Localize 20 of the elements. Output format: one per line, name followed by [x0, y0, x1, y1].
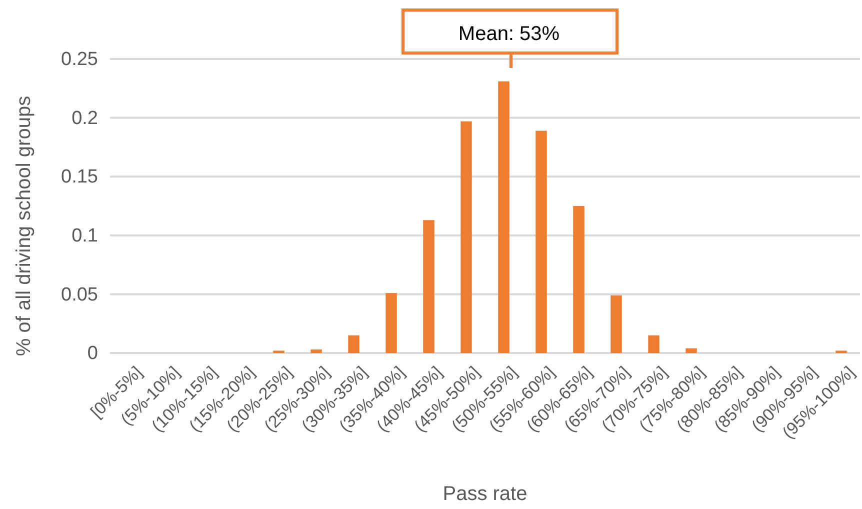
bar	[386, 293, 397, 353]
bar	[423, 220, 434, 353]
y-tick-label: 0.15	[61, 166, 98, 188]
bar	[348, 335, 360, 353]
bar	[536, 130, 547, 353]
x-axis-title: Pass rate	[442, 483, 528, 505]
y-tick-label: 0	[87, 343, 98, 364]
bar	[648, 335, 660, 353]
y-tick-label: 0.1	[72, 225, 98, 246]
bar	[498, 81, 510, 353]
y-tick-label: 0.25	[61, 49, 98, 70]
bar	[310, 349, 322, 353]
bar	[460, 121, 472, 353]
y-tick-label: 0.2	[72, 108, 98, 129]
bar	[686, 348, 697, 353]
text: Mean: 53%	[458, 23, 560, 45]
y-tick-label: 0.05	[61, 284, 98, 306]
y-axis-title: % of all driving school groups	[13, 96, 35, 356]
bar	[610, 295, 622, 353]
bar	[573, 206, 584, 353]
